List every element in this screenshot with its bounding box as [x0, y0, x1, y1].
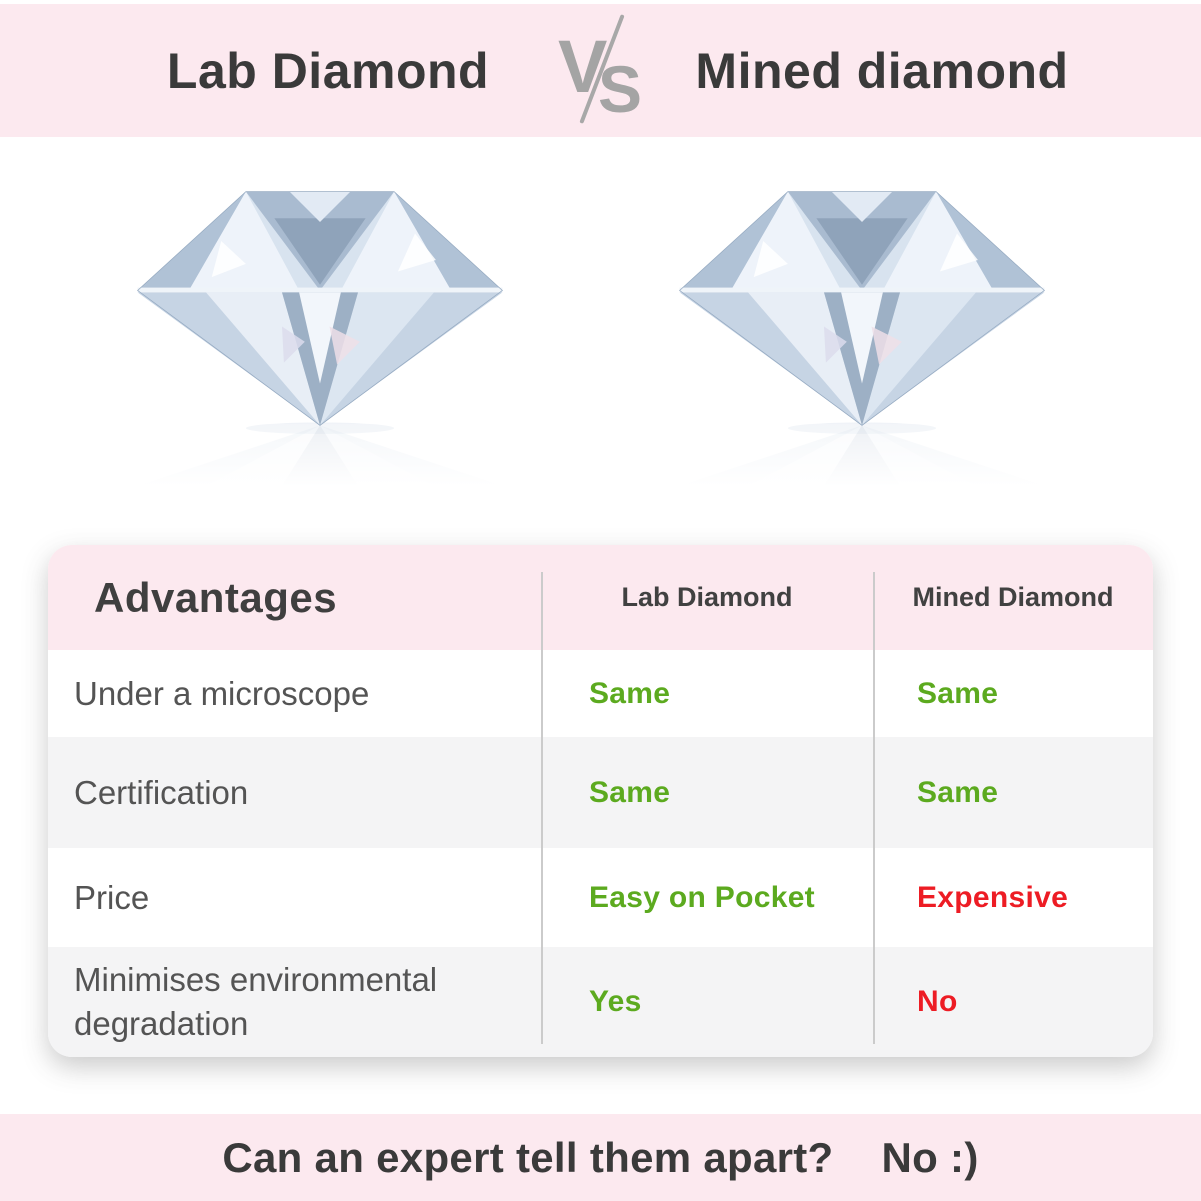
row-label: Certification	[74, 773, 249, 811]
table-row: Minimises environmental degradation Yes …	[48, 947, 1153, 1057]
table-header-row: Advantages Lab Diamond Mined Diamond	[48, 545, 1153, 650]
table-row: Under a microscope Same Same	[48, 650, 1153, 737]
footer-question: Can an expert tell them apart?	[222, 1133, 834, 1181]
vs-mark: V S	[554, 4, 646, 137]
lab-diamond-column-header: Lab Diamond	[621, 582, 793, 612]
lab-diamond-title: Lab Diamond	[166, 42, 490, 99]
lab-cell-value: Easy on Pocket	[589, 880, 815, 914]
column-divider	[873, 572, 875, 1044]
row-label: Price	[74, 878, 150, 916]
mined-cell-value: Same	[917, 676, 999, 710]
advantages-column-header: Advantages	[94, 573, 338, 621]
mined-diamond-title: Mined diamond	[695, 42, 1069, 99]
lab-cell-value: Same	[589, 775, 671, 809]
diamond-icon	[671, 191, 1052, 490]
lab-diamond-image	[129, 184, 510, 490]
mined-diamond-image	[671, 184, 1052, 490]
table-row: Price Easy on Pocket Expensive	[48, 848, 1153, 947]
comparison-table: Advantages Lab Diamond Mined Diamond Und…	[48, 545, 1153, 1057]
diamond-icon	[129, 191, 510, 490]
mined-diamond-column-header: Mined Diamond	[912, 582, 1114, 612]
vs-letter-s: S	[598, 52, 643, 126]
lab-cell-value: Same	[589, 676, 671, 710]
row-label: Under a microscope	[74, 674, 370, 712]
diamond-images-row	[0, 184, 1191, 490]
table-row: Certification Same Same	[48, 737, 1153, 848]
mined-cell-value: Expensive	[917, 880, 1069, 914]
column-divider	[541, 572, 543, 1044]
lab-cell-value: Yes	[589, 985, 642, 1018]
footer-answer: No :)	[881, 1133, 979, 1181]
mined-cell-value: Same	[917, 775, 999, 809]
vs-letter-v: V	[558, 25, 608, 108]
header-banner: Lab Diamond V S Mined diamond	[0, 4, 1201, 137]
mined-cell-value: No	[917, 985, 958, 1018]
footer-banner: Can an expert tell them apart? No :)	[0, 1114, 1201, 1201]
row-label: Minimises environmental degradation	[74, 961, 438, 1042]
